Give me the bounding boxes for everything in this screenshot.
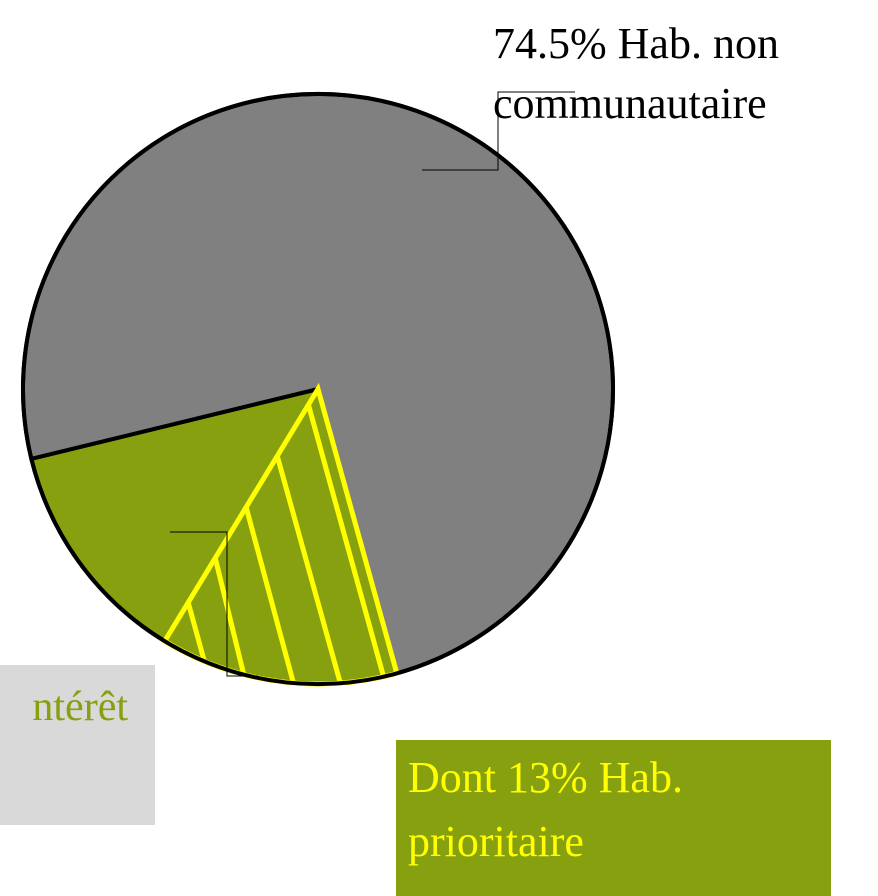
label-box	[396, 740, 831, 896]
slice-label: communautaire	[493, 79, 767, 128]
leader-line	[422, 91, 575, 171]
subset-label: prioritaire	[408, 817, 584, 866]
slice-label: ntérêt	[32, 684, 128, 730]
pie-outline	[21, 92, 616, 686]
label-box	[0, 665, 155, 825]
subset-label: Dont 13% Hab.	[408, 753, 683, 802]
slice-label: 74.5% Hab. non	[493, 19, 779, 68]
